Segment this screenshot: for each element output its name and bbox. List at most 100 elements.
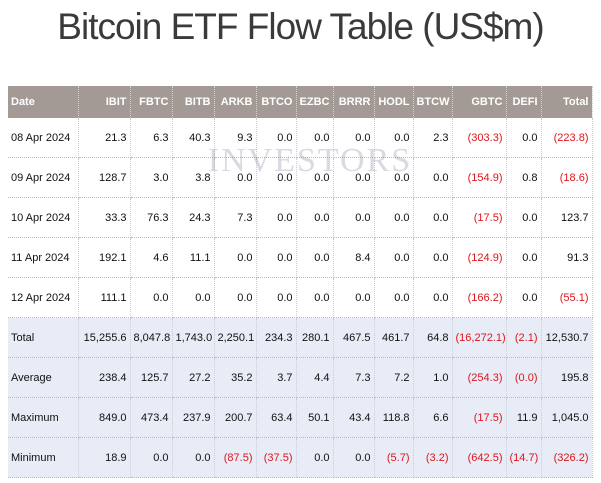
cell: 0.0 xyxy=(506,277,542,318)
cell: (3.2) xyxy=(413,437,453,478)
row-label: Maximum xyxy=(8,397,79,438)
cell: (326.2) xyxy=(541,437,593,478)
cell: (303.3) xyxy=(452,118,507,158)
cell: 118.8 xyxy=(374,397,414,438)
summary-row: Minimum 18.9 0.0 0.0 (87.5) (37.5) 0.0 0.0 (5.7)… xyxy=(8,437,593,478)
cell: (124.9) xyxy=(452,237,507,278)
cell: (16,272.1) xyxy=(452,317,507,358)
cell: 0.0 xyxy=(296,197,334,238)
cell: 0.0 xyxy=(256,157,297,198)
cell: (14.7) xyxy=(506,437,542,478)
cell: 0.0 xyxy=(413,277,453,318)
cell: 0.0 xyxy=(374,157,414,198)
cell: 0.0 xyxy=(172,437,215,478)
cell: 0.8 xyxy=(506,157,542,198)
cell: 0.0 xyxy=(296,118,334,158)
header-cell: ARKB xyxy=(214,86,257,118)
cell: 0.0 xyxy=(333,157,375,198)
cell: 11.9 xyxy=(506,397,542,438)
cell: 0.0 xyxy=(296,157,334,198)
cell: 40.3 xyxy=(172,118,215,158)
cell: 50.1 xyxy=(296,397,334,438)
cell: 0.0 xyxy=(506,197,542,238)
header-cell: Date xyxy=(8,86,79,118)
cell: 18.9 xyxy=(78,437,131,478)
cell: (55.1) xyxy=(541,277,593,318)
flow-table: Date IBIT FBTC BITB ARKB BTCO EZBC BRRR HODL BTCW… xyxy=(8,86,593,478)
header-cell: EZBC xyxy=(296,86,334,118)
cell: 467.5 xyxy=(333,317,375,358)
cell: 192.1 xyxy=(78,237,131,278)
header-cell: GBTC xyxy=(452,86,507,118)
cell: 0.0 xyxy=(374,118,414,158)
row-label: 12 Apr 2024 xyxy=(8,277,79,318)
cell: 4.4 xyxy=(296,357,334,398)
cell: (5.7) xyxy=(374,437,414,478)
cell: 4.6 xyxy=(130,237,173,278)
cell: (17.5) xyxy=(452,197,507,238)
data-row: 09 Apr 2024 128.7 3.0 3.8 0.0 0.0 0.0 0.0 0.0 0.0… xyxy=(8,157,593,198)
cell: (37.5) xyxy=(256,437,297,478)
cell: (18.6) xyxy=(541,157,593,198)
cell: 111.1 xyxy=(78,277,131,318)
cell: 21.3 xyxy=(78,118,131,158)
cell: (254.3) xyxy=(452,357,507,398)
cell: 0.0 xyxy=(296,277,334,318)
cell: (166.2) xyxy=(452,277,507,318)
cell: 1,743.0 xyxy=(172,317,215,358)
cell: 6.3 xyxy=(130,118,173,158)
cell: 0.0 xyxy=(296,237,334,278)
row-label: Minimum xyxy=(8,437,79,478)
cell: 7.2 xyxy=(374,357,414,398)
data-row: 12 Apr 2024 111.1 0.0 0.0 0.0 0.0 0.0 0.0 0.0 0.0… xyxy=(8,277,593,318)
cell: 473.4 xyxy=(130,397,173,438)
header-cell: BRRR xyxy=(333,86,375,118)
cell: 15,255.6 xyxy=(78,317,131,358)
cell: 1,045.0 xyxy=(541,397,593,438)
row-label: Total xyxy=(8,317,79,358)
cell: (0.0) xyxy=(506,357,542,398)
cell: 91.3 xyxy=(541,237,593,278)
cell: 11.1 xyxy=(172,237,215,278)
summary-row: Average 238.4 125.7 27.2 35.2 3.7 4.4 7.3 7.2 1.0… xyxy=(8,357,593,398)
cell: 0.0 xyxy=(333,197,375,238)
cell: (17.5) xyxy=(452,397,507,438)
table-body: 08 Apr 2024 21.3 6.3 40.3 9.3 0.0 0.0 0.0 0.0 2.3… xyxy=(8,118,593,478)
cell: 0.0 xyxy=(413,157,453,198)
cell: 0.0 xyxy=(506,118,542,158)
cell: 0.0 xyxy=(214,277,257,318)
header-cell: DEFI xyxy=(506,86,542,118)
cell: 2,250.1 xyxy=(214,317,257,358)
cell: 0.0 xyxy=(506,237,542,278)
cell: 3.7 xyxy=(256,357,297,398)
cell: 0.0 xyxy=(333,277,375,318)
header-cell: BITB xyxy=(172,86,215,118)
summary-row: Total 15,255.6 8,047.8 1,743.0 2,250.1 234.3 2… xyxy=(8,317,593,358)
header-cell: BTCO xyxy=(256,86,297,118)
cell: 238.4 xyxy=(78,357,131,398)
header-cell: IBIT xyxy=(78,86,131,118)
cell: 123.7 xyxy=(541,197,593,238)
cell: 9.3 xyxy=(214,118,257,158)
cell: 0.0 xyxy=(214,237,257,278)
row-label: 11 Apr 2024 xyxy=(8,237,79,278)
cell: 128.7 xyxy=(78,157,131,198)
cell: 8.4 xyxy=(333,237,375,278)
cell: 24.3 xyxy=(172,197,215,238)
cell: 280.1 xyxy=(296,317,334,358)
cell: 0.0 xyxy=(374,237,414,278)
cell: (2.1) xyxy=(506,317,542,358)
cell: 3.8 xyxy=(172,157,215,198)
cell: 849.0 xyxy=(78,397,131,438)
cell: 33.3 xyxy=(78,197,131,238)
cell: 237.9 xyxy=(172,397,215,438)
cell: 234.3 xyxy=(256,317,297,358)
cell: 200.7 xyxy=(214,397,257,438)
cell: (87.5) xyxy=(214,437,257,478)
cell: 0.0 xyxy=(256,197,297,238)
cell: 12,530.7 xyxy=(541,317,593,358)
cell: 195.8 xyxy=(541,357,593,398)
cell: 0.0 xyxy=(413,237,453,278)
cell: 0.0 xyxy=(256,277,297,318)
